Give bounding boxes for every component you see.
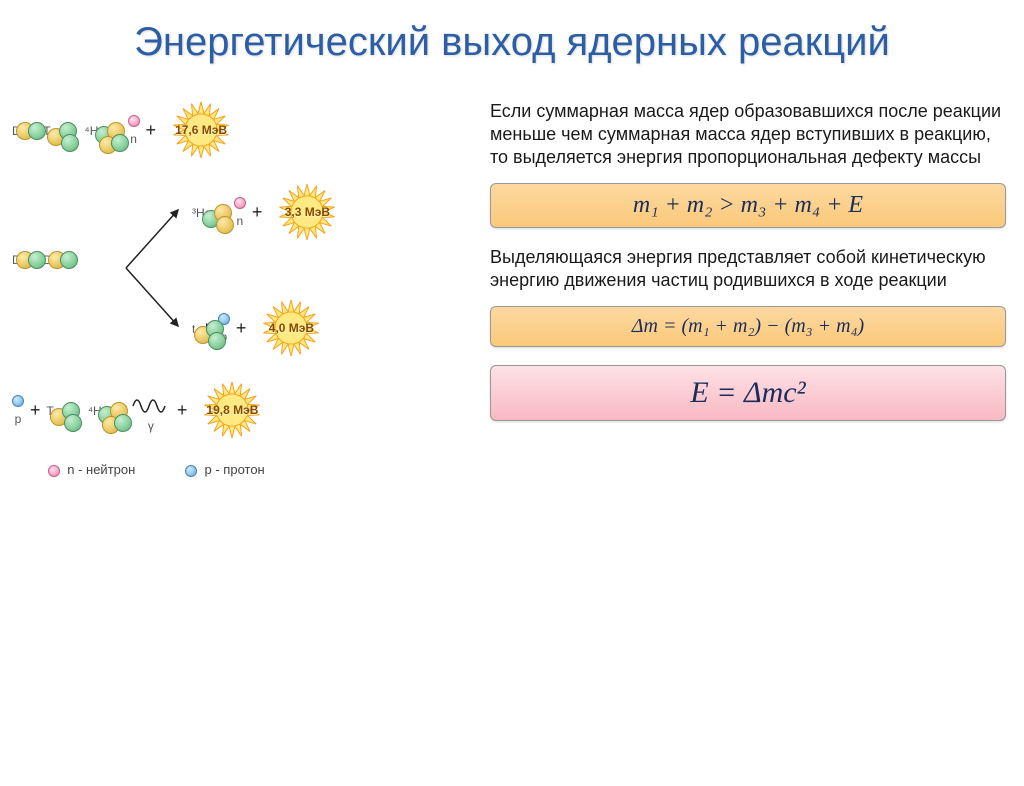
energy-burst: 4,0 МэВ xyxy=(252,298,330,358)
formula-mass-inequality: m₁ + m₂ > m₃ + m₄ + E xyxy=(490,183,1006,228)
nucleus-t: t xyxy=(192,320,195,336)
slide: Энергетический выход ядерных реакций D + xyxy=(0,0,1024,786)
formula-delta-m: Δm = (m₁ + m₂) − (m₃ + m₄) xyxy=(490,306,1006,347)
particle-n: n xyxy=(234,197,246,228)
nucleus-He3: ³He xyxy=(192,204,211,220)
nucleus-T: T xyxy=(47,402,54,418)
legend-proton: p - протон xyxy=(185,462,264,477)
particle-n: n xyxy=(128,115,140,146)
energy-burst: 17,6 МэВ xyxy=(162,100,240,160)
energy-burst: 3,3 МэВ xyxy=(268,182,346,242)
energy-label: 19,8 МэВ xyxy=(206,403,258,417)
energy-label: 17,6 МэВ xyxy=(175,123,227,137)
gamma-wave: γ xyxy=(131,388,171,433)
nucleus-D: D xyxy=(12,251,21,267)
reaction-dd: D + D xyxy=(12,168,472,368)
reaction-pt: p + T → xyxy=(12,380,472,440)
particle-p: p xyxy=(12,395,24,426)
paragraph-1: Если суммарная масса ядер образовавшихся… xyxy=(490,100,1006,169)
energy-burst: 19,8 МэВ xyxy=(193,380,271,440)
page-title: Энергетический выход ядерных реакций xyxy=(0,18,1024,66)
formula-emc2: E = Δmc² xyxy=(490,365,1006,421)
paragraph-2: Выделяющаяся энергия представляет собой … xyxy=(490,246,1006,292)
nucleus-D: D xyxy=(12,122,21,138)
legend: n - нейтрон p - протон xyxy=(12,462,472,477)
text-column: Если суммарная масса ядер образовавшихся… xyxy=(490,100,1006,477)
reaction-diagram-area: D + T → xyxy=(12,100,472,477)
plus-sign: + xyxy=(146,120,157,141)
reaction-dt: D + T → xyxy=(12,100,472,160)
legend-neutron: n - нейтрон xyxy=(48,462,135,477)
gamma-icon xyxy=(131,388,171,414)
energy-label: 3,3 МэВ xyxy=(285,205,330,219)
content-row: D + T → xyxy=(0,100,1024,477)
nucleus-He4: ⁴He xyxy=(88,402,109,418)
energy-label: 4,0 МэВ xyxy=(269,321,314,335)
nucleus-He4: ⁴He xyxy=(85,122,106,138)
branch-arrows-icon xyxy=(122,198,192,338)
